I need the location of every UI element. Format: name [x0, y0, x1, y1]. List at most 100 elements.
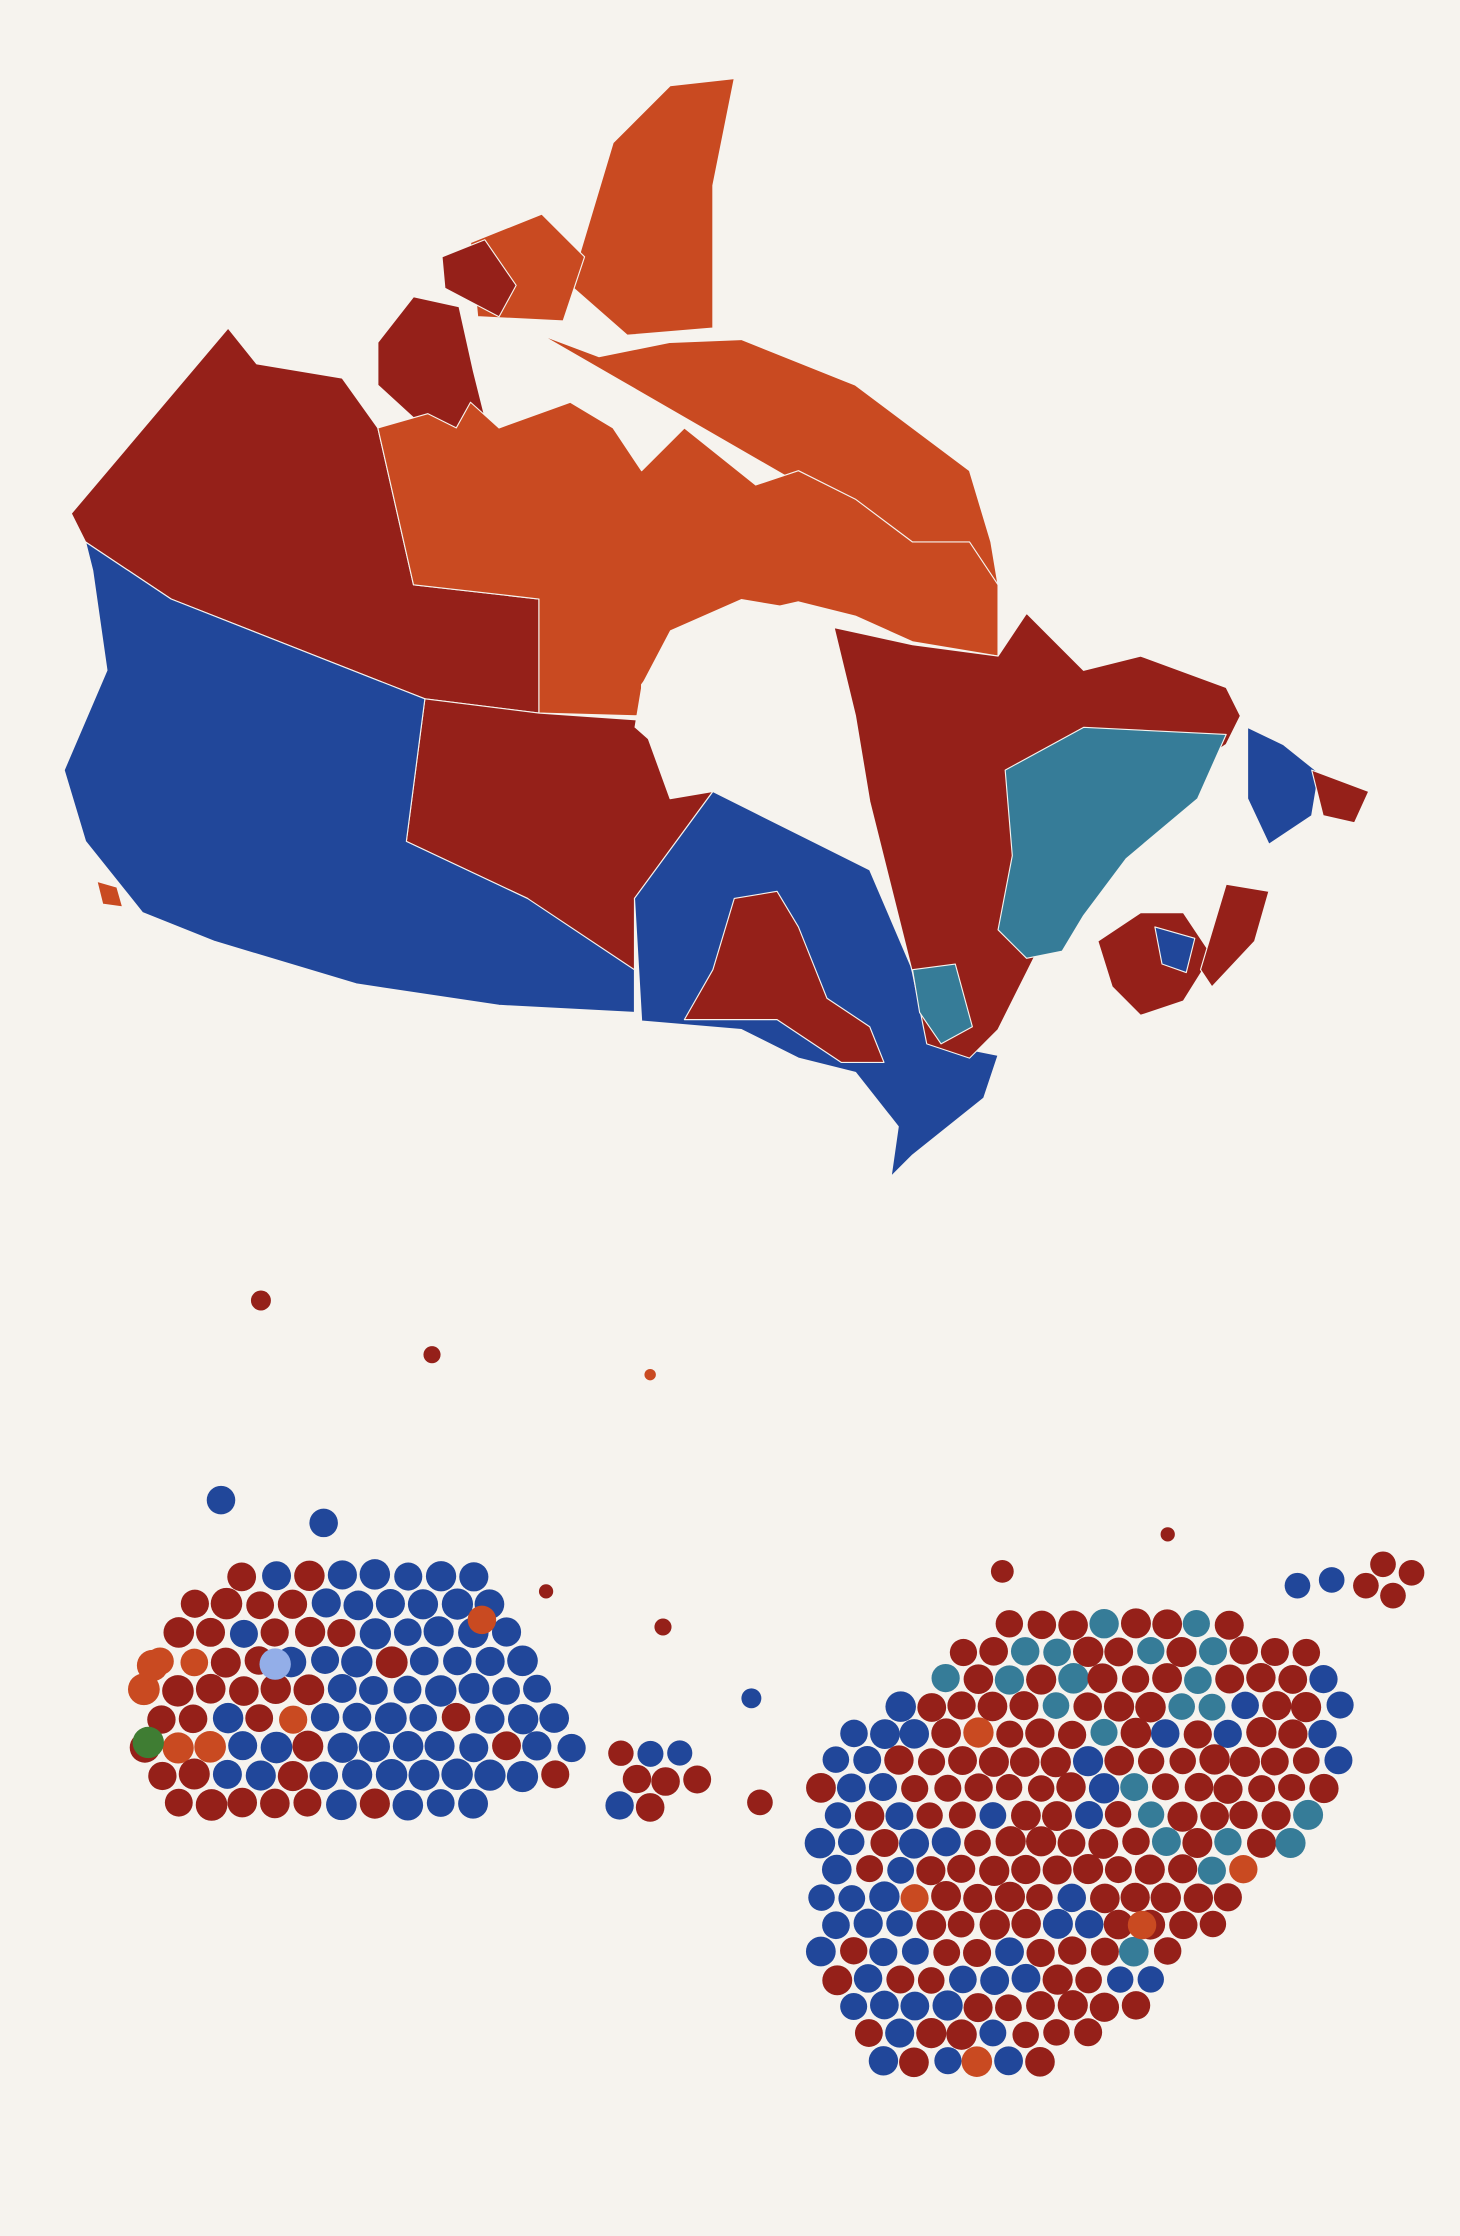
riding-dot: [327, 1674, 357, 1703]
riding-dot: [441, 1758, 473, 1791]
riding-dot: [840, 1992, 868, 2021]
riding-dot: [1137, 1801, 1165, 1828]
riding-dot: [246, 1591, 275, 1620]
region-arctic-island: [441, 239, 517, 318]
riding-dot: [327, 1560, 357, 1590]
region-arctic-island: [569, 78, 735, 336]
riding-dot: [359, 1788, 390, 1819]
riding-dot: [260, 1618, 289, 1647]
riding-dot: [995, 1774, 1023, 1801]
riding-dot: [1308, 1719, 1337, 1749]
riding-dot: [948, 1746, 977, 1775]
riding-dot: [492, 1731, 521, 1761]
riding-dot: [963, 1938, 992, 1968]
riding-dot: [1213, 1774, 1243, 1804]
riding-dot: [424, 1730, 455, 1762]
riding-dot: [741, 1688, 762, 1709]
riding-dot: [1088, 1829, 1119, 1859]
riding-dot: [1199, 1744, 1230, 1775]
riding-dot: [822, 1965, 853, 1996]
riding-dot: [900, 1991, 930, 2021]
canada-map: [63, 78, 1370, 1178]
riding-dot: [180, 1648, 209, 1677]
riding-dot: [1261, 1801, 1291, 1831]
riding-dot: [1118, 1936, 1149, 1967]
riding-dot: [1151, 1773, 1179, 1801]
riding-dot: [916, 1910, 947, 1941]
riding-dot: [538, 1584, 554, 1599]
riding-dot: [961, 2046, 993, 2077]
riding-dot: [1260, 1747, 1289, 1776]
riding-dot: [1150, 1719, 1180, 1748]
riding-dot: [854, 2019, 883, 2047]
riding-dot: [343, 1590, 374, 1621]
riding-dot: [853, 1964, 883, 1993]
riding-dot: [917, 1967, 945, 1994]
riding-dot: [1182, 1828, 1213, 1858]
riding-dot: [164, 1788, 193, 1817]
riding-dot: [245, 1704, 274, 1733]
riding-dot: [1042, 1692, 1070, 1719]
riding-dot: [1043, 1638, 1071, 1667]
riding-dot: [459, 1562, 489, 1592]
riding-dot: [1011, 1800, 1041, 1831]
riding-dot: [1057, 1829, 1086, 1857]
riding-dot: [342, 1702, 372, 1732]
riding-dot: [1040, 1746, 1071, 1778]
riding-dot: [836, 1773, 866, 1803]
riding-dot: [1324, 1746, 1353, 1775]
riding-dot: [491, 1617, 522, 1647]
riding-dot: [1167, 1801, 1198, 1832]
riding-dot: [441, 1588, 474, 1620]
riding-dot: [443, 1646, 472, 1676]
riding-dot: [1026, 1664, 1057, 1695]
riding-dot: [1042, 1801, 1072, 1832]
riding-dot: [1127, 1910, 1157, 1940]
riding-dot: [964, 1829, 991, 1857]
riding-dot: [393, 1675, 422, 1704]
riding-dot: [994, 2046, 1023, 2076]
riding-dot: [1380, 1582, 1406, 1609]
riding-dot: [375, 1589, 405, 1619]
riding-dot: [948, 1801, 976, 1829]
riding-dot: [949, 1638, 978, 1667]
riding-dot: [1120, 1882, 1150, 1912]
riding-dot: [885, 1691, 916, 1722]
riding-dot: [1231, 1691, 1259, 1720]
riding-dot: [804, 1827, 836, 1859]
riding-dot: [995, 1610, 1024, 1638]
riding-dot: [1246, 1662, 1276, 1693]
riding-dot: [821, 1854, 852, 1885]
riding-dot: [1262, 1691, 1292, 1721]
riding-dot: [1278, 1719, 1308, 1749]
riding-dot: [1027, 1610, 1057, 1640]
riding-dot: [946, 2019, 977, 2050]
riding-dot: [1198, 1637, 1228, 1666]
riding-dot: [277, 1589, 308, 1619]
riding-dot: [1056, 1772, 1086, 1802]
region-island-riding: [96, 880, 124, 908]
riding-dot: [994, 1665, 1025, 1695]
riding-dot: [1090, 1937, 1119, 1966]
region-maritimes-blue: [1154, 926, 1196, 974]
riding-dot: [1011, 1963, 1041, 1993]
riding-dot: [637, 1740, 664, 1767]
riding-dot: [311, 1645, 340, 1674]
riding-dot: [423, 1346, 441, 1364]
riding-dot: [822, 1746, 850, 1773]
riding-dot: [260, 1788, 290, 1819]
riding-dot: [1011, 1908, 1041, 1939]
riding-dot: [1120, 1608, 1151, 1639]
riding-dot: [277, 1761, 308, 1792]
region-ontario-north: [683, 890, 885, 1063]
riding-dot: [392, 1789, 424, 1821]
riding-dot: [210, 1647, 241, 1678]
riding-dot: [1169, 1910, 1198, 1940]
riding-dot: [806, 1772, 836, 1803]
riding-dot: [1075, 1966, 1102, 1994]
riding-dot: [1072, 1746, 1104, 1777]
riding-dot: [212, 1702, 244, 1734]
riding-dot: [1010, 1637, 1040, 1666]
riding-dot: [212, 1759, 242, 1789]
